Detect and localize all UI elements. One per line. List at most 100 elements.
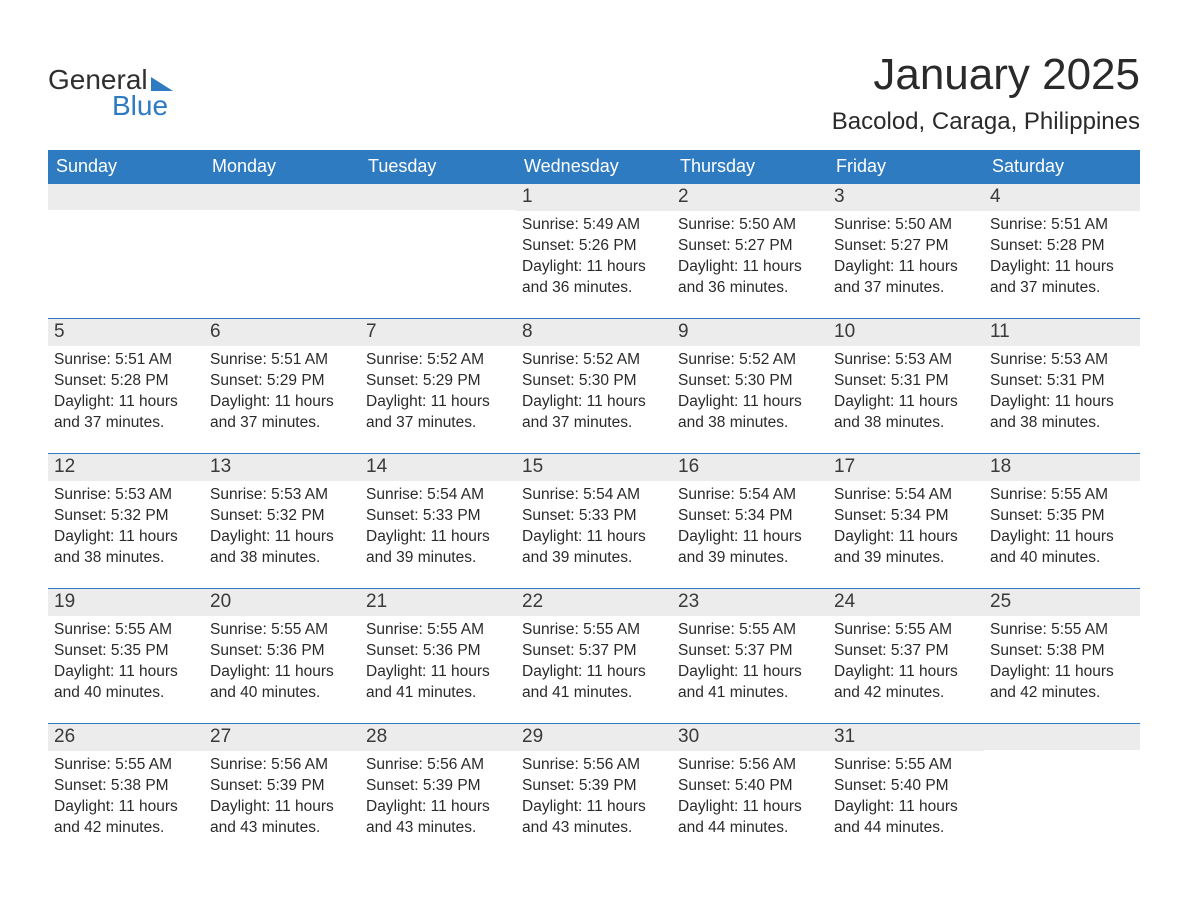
day-number-empty: [48, 184, 204, 210]
day-number-empty: [360, 184, 516, 210]
day-number-empty: [984, 724, 1140, 750]
daylight-line: Daylight: 11 hours and 38 minutes.: [834, 392, 978, 434]
daylight-line: Daylight: 11 hours and 44 minutes.: [678, 797, 822, 839]
day-number: 29: [516, 724, 672, 751]
daylight-line: Daylight: 11 hours and 37 minutes.: [834, 257, 978, 299]
sunset-line: Sunset: 5:29 PM: [366, 371, 510, 392]
daylight-line: Daylight: 11 hours and 40 minutes.: [990, 527, 1134, 569]
sunset-line: Sunset: 5:27 PM: [834, 236, 978, 257]
day-body: Sunrise: 5:53 AMSunset: 5:31 PMDaylight:…: [984, 346, 1140, 440]
day-cell: 18Sunrise: 5:55 AMSunset: 5:35 PMDayligh…: [984, 454, 1140, 582]
sunset-line: Sunset: 5:33 PM: [366, 506, 510, 527]
title-block: January 2025 Bacolod, Caraga, Philippine…: [832, 50, 1140, 146]
sunrise-line: Sunrise: 5:52 AM: [366, 350, 510, 371]
day-number: 28: [360, 724, 516, 751]
day-cell: 1Sunrise: 5:49 AMSunset: 5:26 PMDaylight…: [516, 184, 672, 312]
day-number-empty: [204, 184, 360, 210]
day-body: Sunrise: 5:53 AMSunset: 5:32 PMDaylight:…: [48, 481, 204, 575]
day-cell: 11Sunrise: 5:53 AMSunset: 5:31 PMDayligh…: [984, 319, 1140, 447]
sunrise-line: Sunrise: 5:55 AM: [834, 620, 978, 641]
weekday-header: Thursday: [672, 150, 828, 184]
day-cell: 16Sunrise: 5:54 AMSunset: 5:34 PMDayligh…: [672, 454, 828, 582]
sunrise-line: Sunrise: 5:55 AM: [522, 620, 666, 641]
daylight-line: Daylight: 11 hours and 43 minutes.: [210, 797, 354, 839]
day-number: 8: [516, 319, 672, 346]
day-number: 22: [516, 589, 672, 616]
day-number: 26: [48, 724, 204, 751]
day-number: 27: [204, 724, 360, 751]
sunrise-line: Sunrise: 5:49 AM: [522, 215, 666, 236]
day-cell: 29Sunrise: 5:56 AMSunset: 5:39 PMDayligh…: [516, 724, 672, 852]
day-cell: 13Sunrise: 5:53 AMSunset: 5:32 PMDayligh…: [204, 454, 360, 582]
page: General Blue January 2025 Bacolod, Carag…: [0, 0, 1188, 892]
sunrise-line: Sunrise: 5:56 AM: [522, 755, 666, 776]
sunrise-line: Sunrise: 5:51 AM: [54, 350, 198, 371]
day-cell: 12Sunrise: 5:53 AMSunset: 5:32 PMDayligh…: [48, 454, 204, 582]
day-body: Sunrise: 5:55 AMSunset: 5:35 PMDaylight:…: [984, 481, 1140, 575]
daylight-line: Daylight: 11 hours and 39 minutes.: [366, 527, 510, 569]
sunset-line: Sunset: 5:32 PM: [54, 506, 198, 527]
day-cell: 24Sunrise: 5:55 AMSunset: 5:37 PMDayligh…: [828, 589, 984, 717]
day-cell: 5Sunrise: 5:51 AMSunset: 5:28 PMDaylight…: [48, 319, 204, 447]
day-number: 7: [360, 319, 516, 346]
day-cell: 21Sunrise: 5:55 AMSunset: 5:36 PMDayligh…: [360, 589, 516, 717]
day-number: 18: [984, 454, 1140, 481]
day-body: Sunrise: 5:54 AMSunset: 5:33 PMDaylight:…: [516, 481, 672, 575]
daylight-line: Daylight: 11 hours and 44 minutes.: [834, 797, 978, 839]
week-row: 1Sunrise: 5:49 AMSunset: 5:26 PMDaylight…: [48, 184, 1140, 312]
sunrise-line: Sunrise: 5:54 AM: [366, 485, 510, 506]
day-number: 25: [984, 589, 1140, 616]
day-cell: 31Sunrise: 5:55 AMSunset: 5:40 PMDayligh…: [828, 724, 984, 852]
day-number: 3: [828, 184, 984, 211]
weekday-header: Friday: [828, 150, 984, 184]
day-cell: 20Sunrise: 5:55 AMSunset: 5:36 PMDayligh…: [204, 589, 360, 717]
day-number: 14: [360, 454, 516, 481]
daylight-line: Daylight: 11 hours and 39 minutes.: [678, 527, 822, 569]
daylight-line: Daylight: 11 hours and 38 minutes.: [54, 527, 198, 569]
sunrise-line: Sunrise: 5:50 AM: [834, 215, 978, 236]
sunset-line: Sunset: 5:26 PM: [522, 236, 666, 257]
sunrise-line: Sunrise: 5:56 AM: [366, 755, 510, 776]
sunrise-line: Sunrise: 5:55 AM: [678, 620, 822, 641]
sunrise-line: Sunrise: 5:55 AM: [54, 755, 198, 776]
weekday-header: Tuesday: [360, 150, 516, 184]
day-cell: 22Sunrise: 5:55 AMSunset: 5:37 PMDayligh…: [516, 589, 672, 717]
day-cell: 30Sunrise: 5:56 AMSunset: 5:40 PMDayligh…: [672, 724, 828, 852]
day-number: 9: [672, 319, 828, 346]
weekday-header: Sunday: [48, 150, 204, 184]
day-body: Sunrise: 5:55 AMSunset: 5:36 PMDaylight:…: [360, 616, 516, 710]
sunset-line: Sunset: 5:30 PM: [522, 371, 666, 392]
sunrise-line: Sunrise: 5:51 AM: [210, 350, 354, 371]
daylight-line: Daylight: 11 hours and 36 minutes.: [678, 257, 822, 299]
sunset-line: Sunset: 5:38 PM: [54, 776, 198, 797]
day-number: 16: [672, 454, 828, 481]
daylight-line: Daylight: 11 hours and 40 minutes.: [210, 662, 354, 704]
sunrise-line: Sunrise: 5:55 AM: [990, 620, 1134, 641]
day-cell: 26Sunrise: 5:55 AMSunset: 5:38 PMDayligh…: [48, 724, 204, 852]
daylight-line: Daylight: 11 hours and 38 minutes.: [990, 392, 1134, 434]
sunset-line: Sunset: 5:34 PM: [834, 506, 978, 527]
sunrise-line: Sunrise: 5:55 AM: [54, 620, 198, 641]
day-cell: [204, 184, 360, 312]
day-number: 10: [828, 319, 984, 346]
daylight-line: Daylight: 11 hours and 37 minutes.: [54, 392, 198, 434]
daylight-line: Daylight: 11 hours and 43 minutes.: [366, 797, 510, 839]
day-body: Sunrise: 5:55 AMSunset: 5:37 PMDaylight:…: [516, 616, 672, 710]
sunset-line: Sunset: 5:28 PM: [990, 236, 1134, 257]
day-body: Sunrise: 5:51 AMSunset: 5:29 PMDaylight:…: [204, 346, 360, 440]
week-row: 19Sunrise: 5:55 AMSunset: 5:35 PMDayligh…: [48, 588, 1140, 717]
day-number: 30: [672, 724, 828, 751]
day-number: 4: [984, 184, 1140, 211]
sunrise-line: Sunrise: 5:55 AM: [366, 620, 510, 641]
day-body: Sunrise: 5:49 AMSunset: 5:26 PMDaylight:…: [516, 211, 672, 305]
sunrise-line: Sunrise: 5:53 AM: [990, 350, 1134, 371]
sunrise-line: Sunrise: 5:52 AM: [522, 350, 666, 371]
sunset-line: Sunset: 5:39 PM: [210, 776, 354, 797]
day-body: Sunrise: 5:51 AMSunset: 5:28 PMDaylight:…: [48, 346, 204, 440]
day-cell: 2Sunrise: 5:50 AMSunset: 5:27 PMDaylight…: [672, 184, 828, 312]
day-number: 6: [204, 319, 360, 346]
day-body: Sunrise: 5:55 AMSunset: 5:38 PMDaylight:…: [48, 751, 204, 845]
daylight-line: Daylight: 11 hours and 41 minutes.: [366, 662, 510, 704]
daylight-line: Daylight: 11 hours and 42 minutes.: [54, 797, 198, 839]
daylight-line: Daylight: 11 hours and 38 minutes.: [210, 527, 354, 569]
